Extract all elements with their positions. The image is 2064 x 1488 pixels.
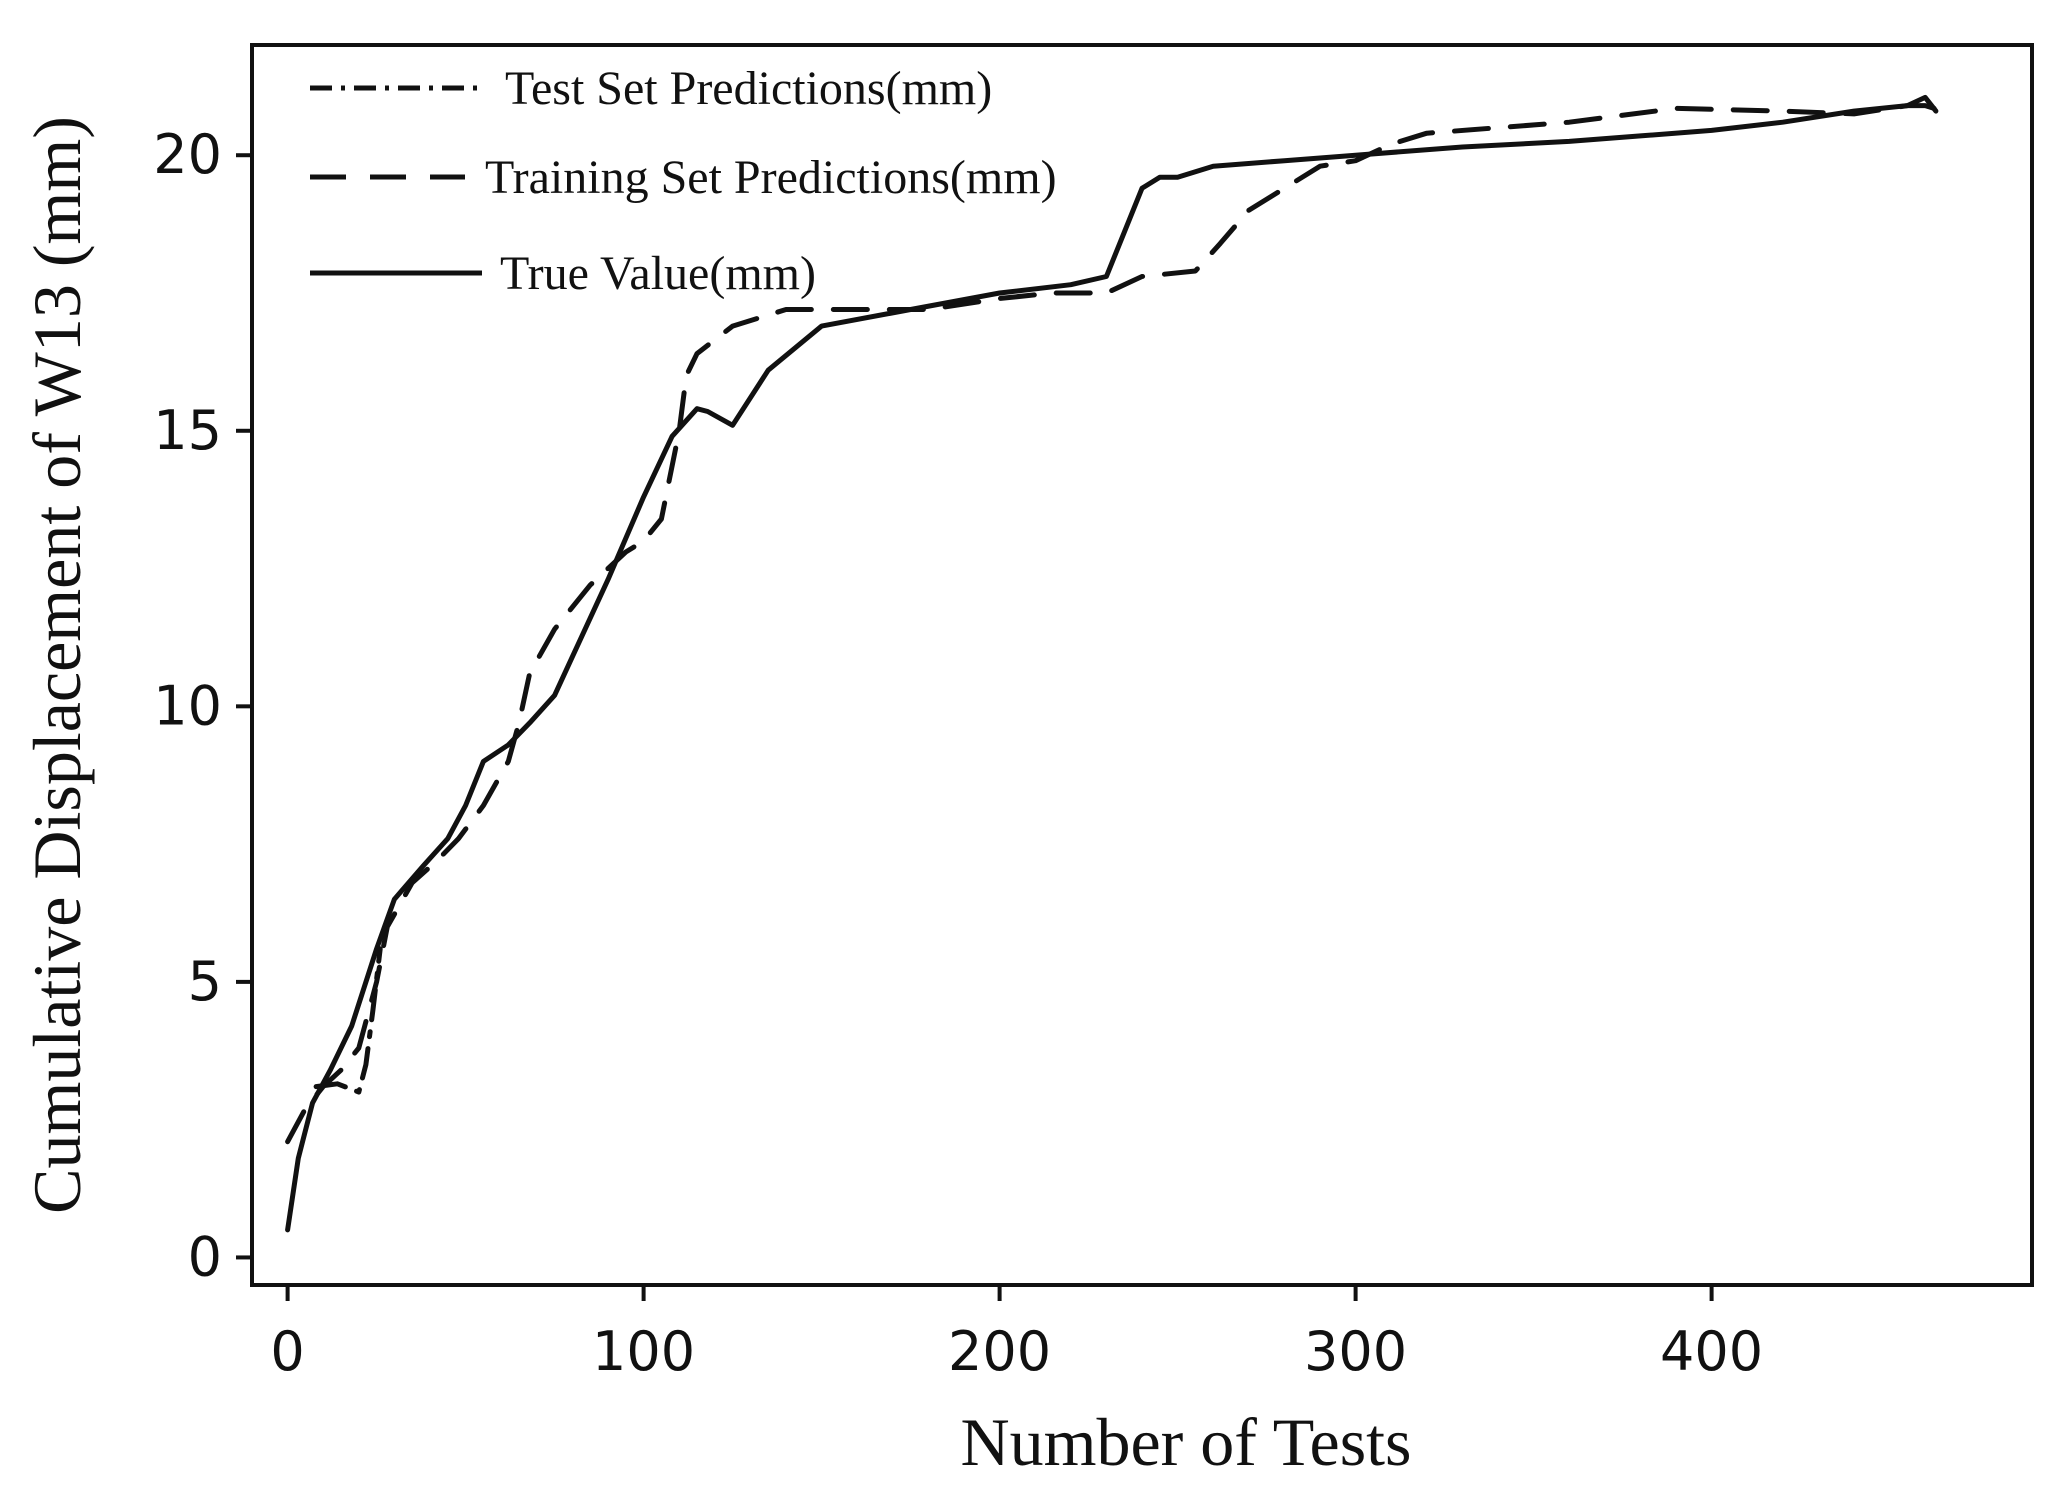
y-tick-label: 5 — [188, 950, 222, 1013]
y-tick-label: 10 — [153, 674, 222, 737]
legend: Test Set Predictions(mm) Training Set Pre… — [310, 62, 1057, 300]
series-line-dashed — [285, 103, 1946, 1145]
x-tick-label: 400 — [1660, 1320, 1763, 1383]
y-tick-label: 20 — [153, 123, 222, 186]
x-tick-label: 0 — [270, 1320, 304, 1383]
x-axis-ticks: 0 100 200 300 400 — [270, 1285, 1763, 1383]
x-axis-title: Number of Tests — [960, 1404, 1411, 1480]
y-axis-title: Cumulative Displacement of W13 (mm) — [19, 116, 95, 1214]
legend-label: Training Set Predictions(mm) — [485, 151, 1057, 204]
y-tick-label: 0 — [188, 1225, 222, 1288]
series-line-solid — [285, 94, 1939, 1233]
y-axis-ticks: 0 5 10 15 20 — [153, 123, 252, 1288]
plot-frame — [250, 43, 2034, 1287]
legend-label: Test Set Predictions(mm) — [505, 62, 992, 115]
x-tick-label: 200 — [948, 1320, 1051, 1383]
series-group — [285, 94, 1946, 1233]
legend-label: True Value(mm) — [500, 247, 816, 300]
x-tick-label: 100 — [592, 1320, 695, 1383]
x-tick-label: 300 — [1304, 1320, 1407, 1383]
y-tick-label: 15 — [153, 399, 222, 462]
